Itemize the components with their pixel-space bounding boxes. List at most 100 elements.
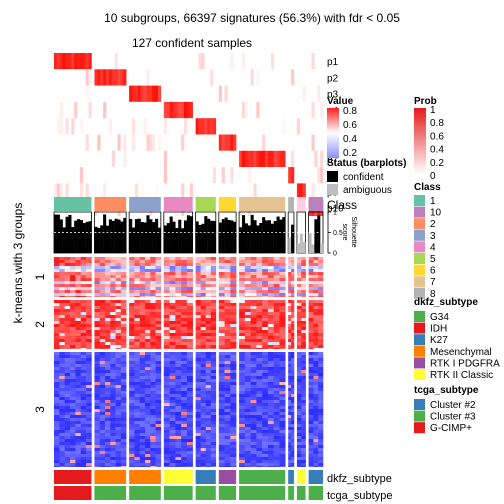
heatmap-cell	[301, 296, 306, 297]
heatmap-cell	[75, 260, 82, 263]
heatmap-cell	[210, 293, 217, 296]
heatmap-cell	[181, 290, 188, 293]
heatmap-cell	[155, 433, 162, 436]
heatmap-cell	[288, 333, 292, 336]
heatmap-cell	[86, 358, 92, 361]
heatmap-cell	[86, 281, 92, 284]
heatmap-cell	[318, 336, 324, 339]
heatmap-cell	[163, 448, 170, 451]
heatmap-cell	[59, 358, 65, 361]
heatmap-cell	[318, 421, 324, 424]
heatmap-cell	[150, 278, 156, 281]
heatmap-cell	[144, 391, 151, 394]
heatmap-cell	[64, 391, 71, 394]
heatmap-cell	[120, 364, 127, 367]
heatmap-cell	[267, 457, 274, 460]
prob-row-label: p7	[327, 155, 339, 166]
heatmap-cell	[318, 442, 324, 445]
heatmap-cell	[80, 403, 87, 406]
heatmap-cell	[291, 275, 295, 278]
prob-cell	[155, 85, 159, 102]
heatmap-cell	[110, 454, 116, 457]
heatmap-cell	[291, 278, 295, 281]
heatmap-cell	[139, 394, 146, 397]
heatmap-cell	[115, 269, 122, 272]
heatmap-cell	[54, 412, 60, 415]
heatmap-cell	[129, 448, 135, 451]
heatmap-cell	[99, 358, 106, 361]
heatmap-cell	[256, 421, 263, 424]
heatmap-cell	[70, 388, 76, 391]
class-cell	[239, 197, 286, 211]
heatmap-cell	[318, 418, 324, 421]
heatmap-cell	[218, 451, 225, 454]
heatmap-cell	[64, 370, 71, 373]
prob-cell	[320, 167, 324, 184]
heatmap-cell	[230, 415, 237, 418]
heatmap-cell	[175, 303, 182, 306]
heatmap-cell	[296, 266, 302, 269]
heatmap-cell	[70, 318, 76, 321]
heatmap-cell	[115, 448, 122, 451]
heatmap-cell	[155, 388, 162, 391]
heatmap-cell	[155, 306, 162, 309]
prob-cell	[224, 134, 228, 151]
heatmap-cell	[150, 300, 156, 303]
heatmap-cell	[169, 364, 176, 367]
prob-row-bg	[54, 85, 323, 102]
heatmap-cell	[70, 409, 76, 412]
heatmap-cell	[239, 361, 246, 364]
heatmap-cell	[115, 309, 122, 312]
heatmap-cell	[200, 345, 207, 348]
heatmap-cell	[120, 427, 127, 430]
class-cell	[195, 197, 216, 211]
heatmap-cell	[150, 373, 156, 376]
heatmap-cell	[200, 427, 207, 430]
heatmap-cell	[150, 406, 156, 409]
heatmap-cell	[230, 397, 237, 400]
heatmap-cell	[139, 439, 146, 442]
heatmap-cell	[296, 300, 302, 303]
heatmap-cell	[195, 284, 201, 287]
heatmap-cell	[288, 303, 292, 306]
heatmap-cell	[230, 269, 237, 272]
heatmap-cell	[291, 309, 295, 312]
heatmap-cell	[296, 364, 302, 367]
heatmap-cell	[175, 415, 182, 418]
heatmap-cell	[155, 424, 162, 427]
heatmap-cell	[155, 442, 162, 445]
heatmap-cell	[308, 303, 314, 306]
heatmap-cell	[230, 330, 237, 333]
heatmap-cell	[200, 315, 207, 318]
heatmap-cell	[288, 373, 292, 376]
heatmap-cell	[120, 397, 127, 400]
heatmap-cell	[86, 391, 92, 394]
heatmap-cell	[110, 367, 116, 370]
heatmap-cell	[273, 284, 280, 287]
prob-cell	[79, 167, 84, 184]
heatmap-cell	[163, 342, 170, 345]
heatmap-cell	[105, 312, 111, 315]
heatmap-cell	[267, 361, 274, 364]
heatmap-cell	[244, 439, 251, 442]
heatmap-cell	[301, 460, 306, 463]
heatmap-cell	[273, 367, 280, 370]
heatmap-cell	[267, 460, 274, 463]
heatmap-cell	[200, 445, 207, 448]
heatmap-cell	[244, 409, 251, 412]
heatmap-cell	[186, 388, 193, 391]
heatmap-cell	[218, 260, 225, 263]
prob-cell	[259, 150, 263, 168]
heatmap-cell	[224, 403, 231, 406]
heatmap-cell	[256, 364, 263, 367]
heatmap-cell	[218, 345, 225, 348]
heatmap-cell	[296, 348, 302, 349]
heatmap-cell	[64, 376, 71, 379]
heatmap-cell	[296, 391, 302, 394]
prob-cell	[152, 85, 156, 102]
heatmap-cell	[163, 460, 170, 463]
heatmap-cell	[256, 406, 263, 409]
heatmap-cell	[291, 457, 295, 460]
heatmap-cell	[230, 257, 237, 260]
heatmap-cell	[262, 269, 269, 272]
